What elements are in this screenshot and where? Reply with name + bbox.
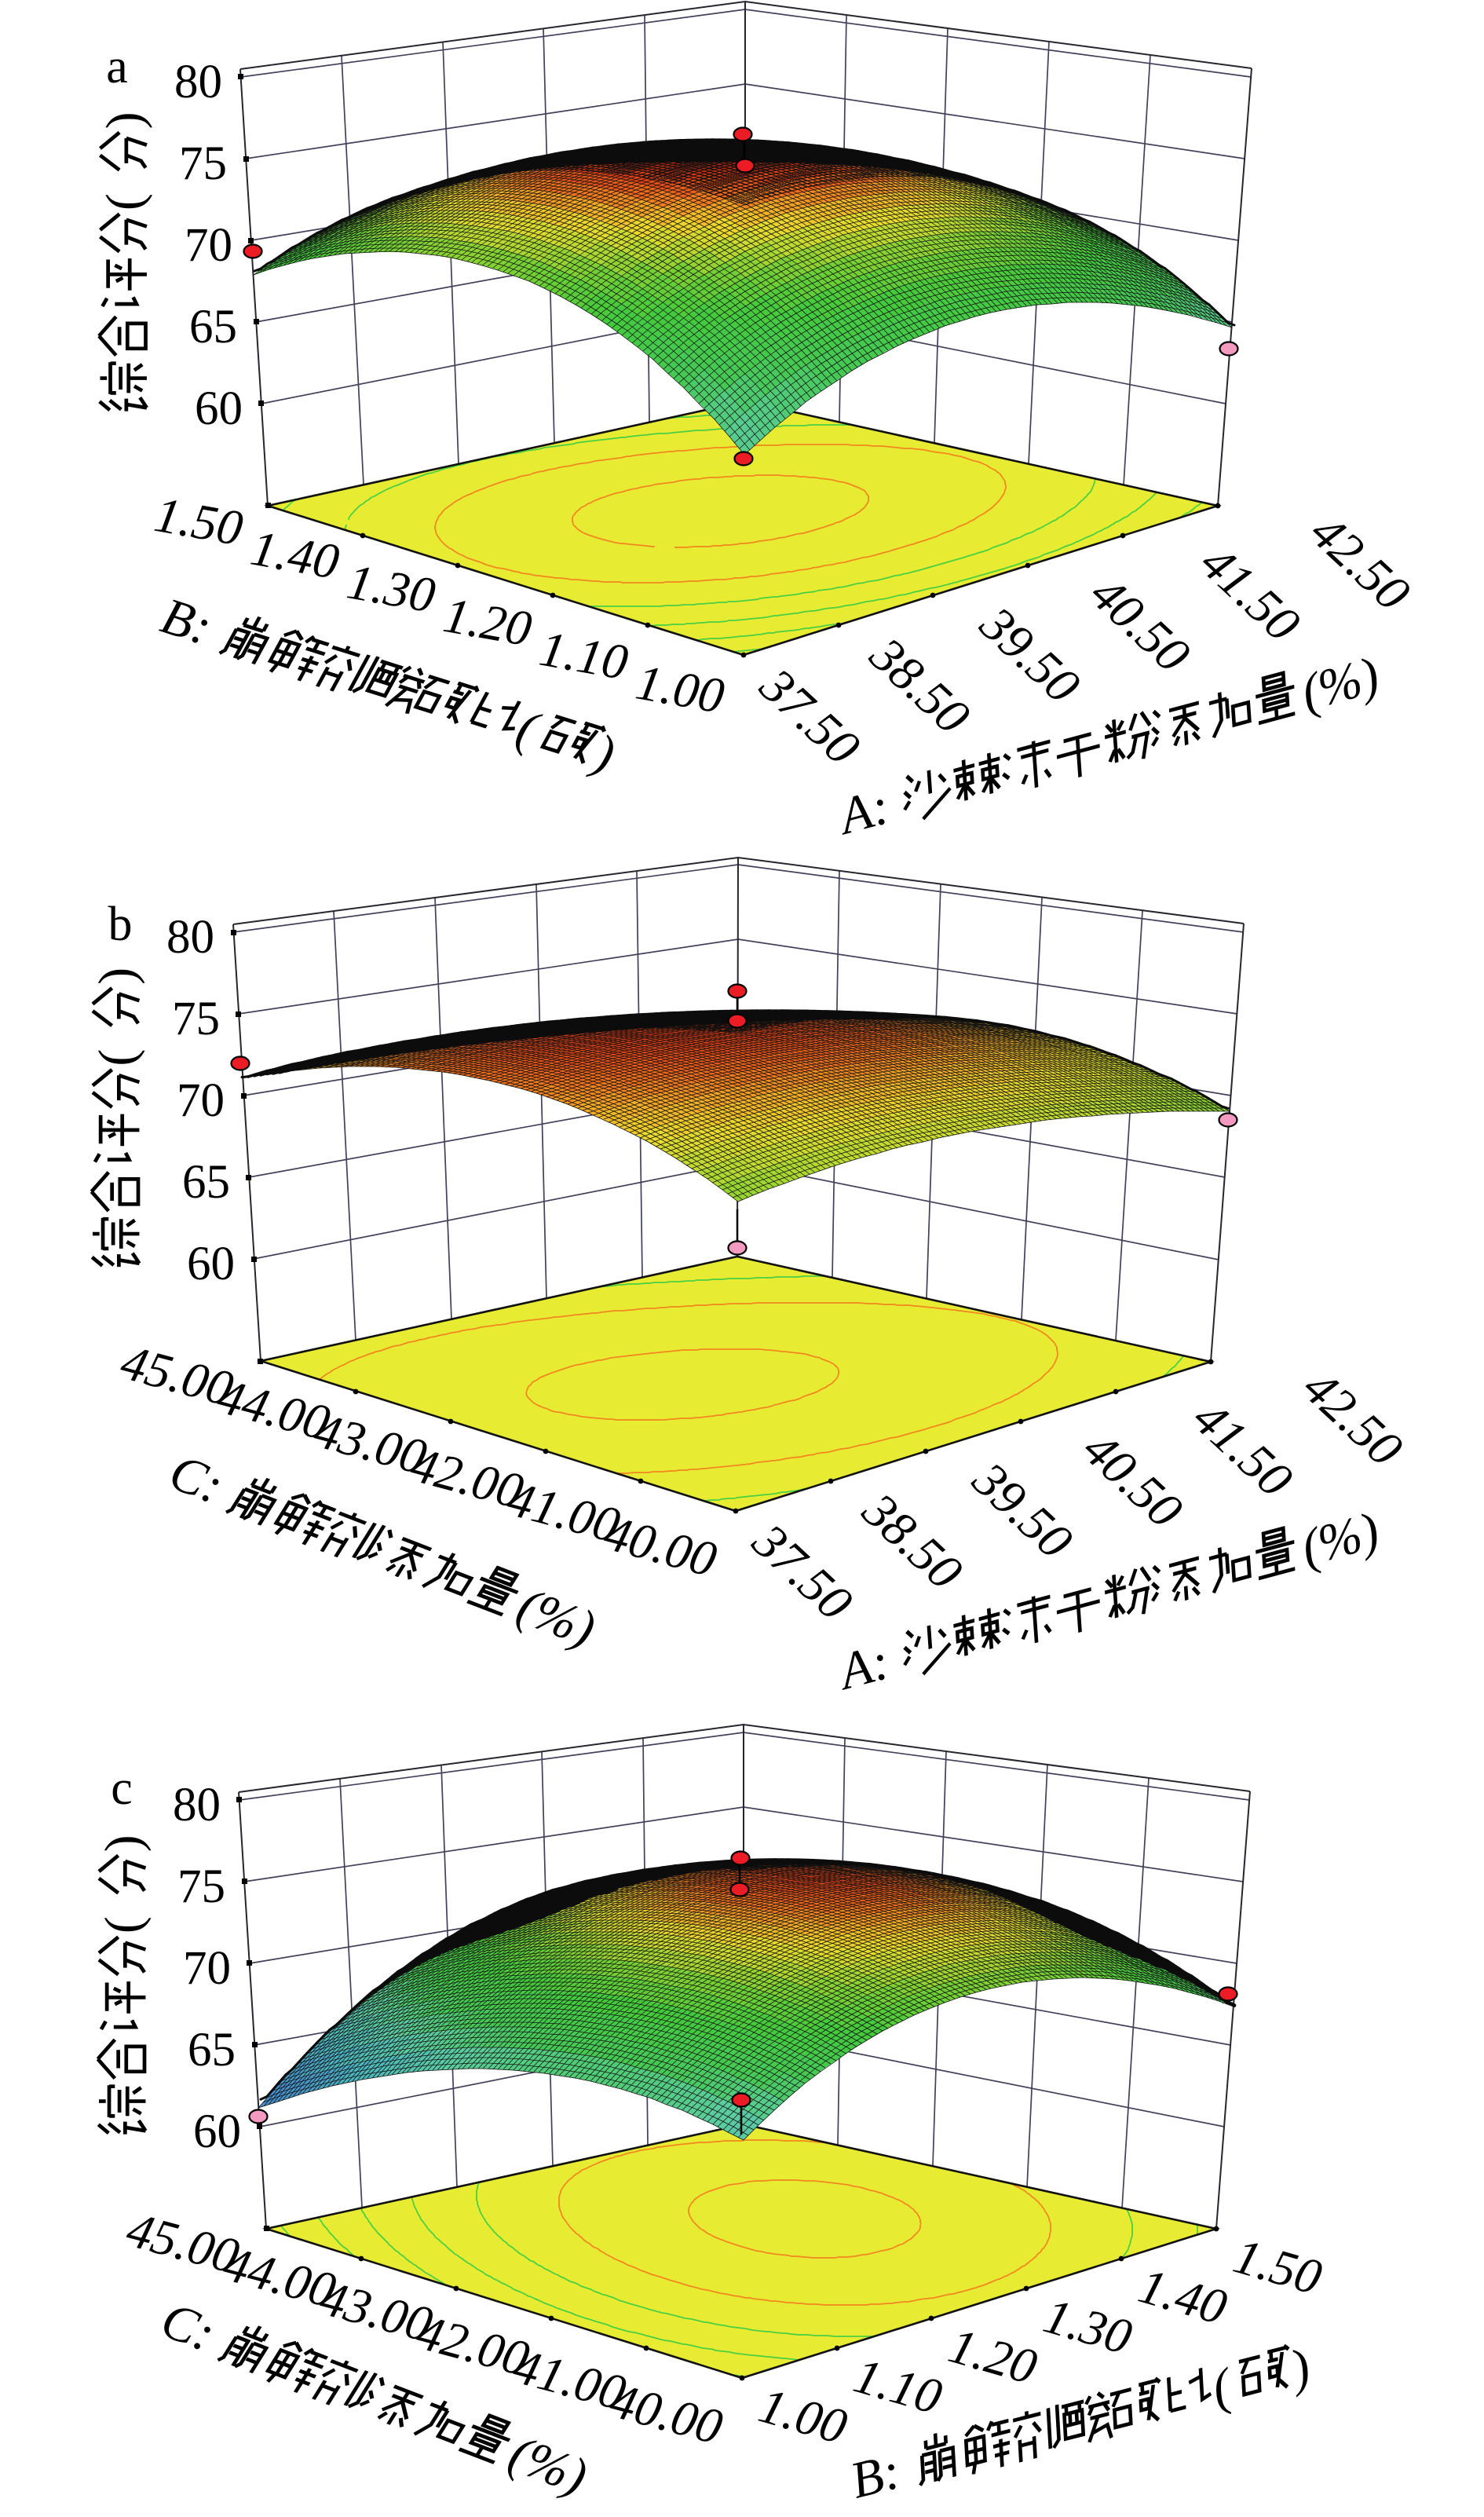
svg-text:a: a: [106, 40, 128, 93]
svg-text:65: 65: [182, 1156, 230, 1209]
svg-text:70: 70: [185, 219, 232, 272]
svg-text:75: 75: [172, 993, 220, 1045]
svg-text:65: 65: [189, 301, 237, 353]
svg-text:75: 75: [177, 1860, 225, 1913]
svg-text:70: 70: [183, 1942, 231, 1995]
svg-text:(: (: [96, 193, 153, 210]
svg-text:(: (: [94, 1916, 152, 1933]
svg-text:(: (: [88, 1049, 145, 1066]
svg-text:60: 60: [193, 2105, 241, 2158]
svg-text:70: 70: [177, 1074, 225, 1127]
svg-text:75: 75: [179, 137, 227, 190]
svg-text:65: 65: [188, 2024, 236, 2076]
svg-text:): ): [96, 112, 153, 129]
svg-text:): ): [88, 968, 145, 985]
svg-text:): ): [94, 1835, 152, 1852]
svg-text:80: 80: [174, 56, 222, 108]
svg-text:c: c: [111, 1762, 133, 1815]
svg-text:60: 60: [187, 1238, 235, 1290]
svg-text:80: 80: [173, 1779, 221, 1831]
svg-text:60: 60: [195, 382, 243, 435]
svg-text:80: 80: [166, 911, 214, 964]
svg-text:b: b: [108, 898, 133, 951]
